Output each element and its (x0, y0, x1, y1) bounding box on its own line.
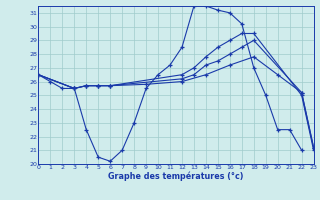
X-axis label: Graphe des températures (°c): Graphe des températures (°c) (108, 172, 244, 181)
